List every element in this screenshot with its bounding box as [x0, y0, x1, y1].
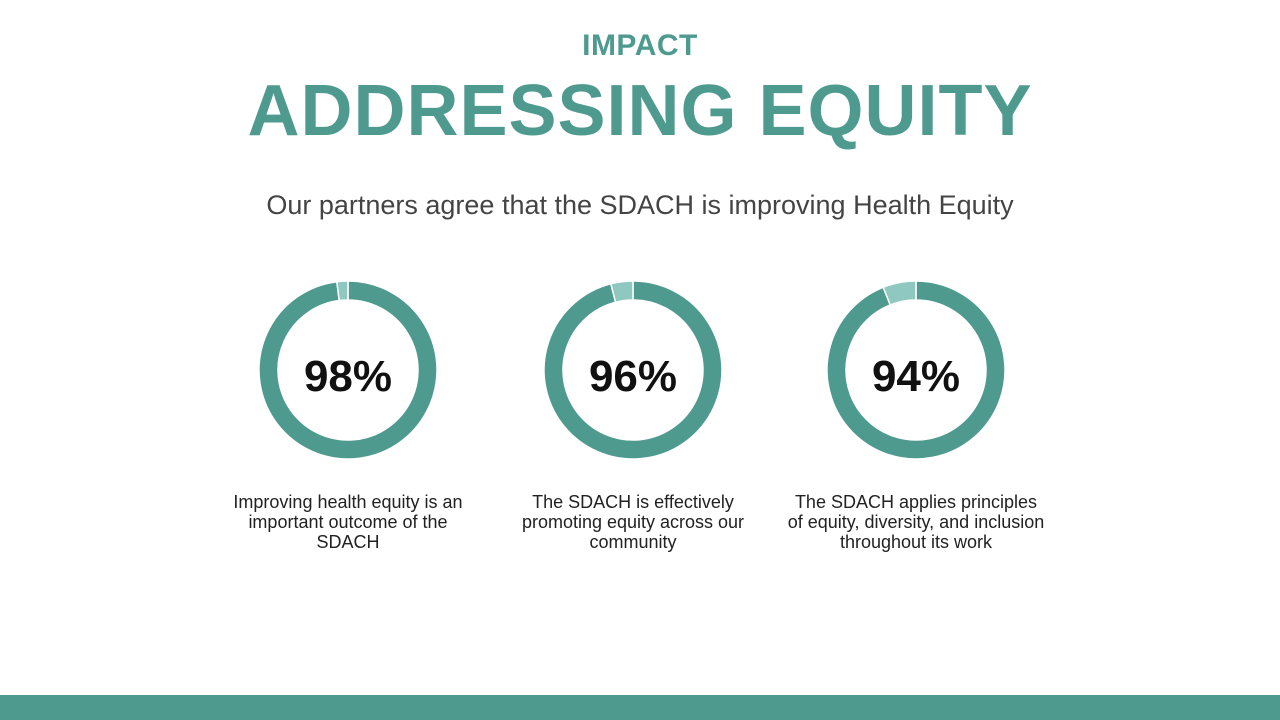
- page-title: ADDRESSING EQUITY: [247, 71, 1033, 151]
- section-kicker: IMPACT: [582, 29, 698, 62]
- donut-caption: The SDACH applies principles of equity, …: [787, 492, 1045, 552]
- donut-svg-3: [826, 280, 1006, 460]
- donut-slice-remainder: [336, 280, 349, 302]
- donut-value-label: 98%: [303, 352, 393, 401]
- donut-svg-1: [258, 280, 438, 460]
- donut-slice-remainder: [882, 280, 917, 306]
- donut-chart-2: 96% The SDACH is effectively promoting e…: [503, 280, 763, 552]
- donut-chart-3: 94% The SDACH applies principles of equi…: [786, 280, 1046, 552]
- donut-slice-value: [826, 280, 1006, 460]
- donut-caption: The SDACH is effectively promoting equit…: [521, 492, 745, 552]
- donut-value-label: 94%: [871, 352, 961, 401]
- page-subtitle: Our partners agree that the SDACH is imp…: [266, 190, 1014, 220]
- donut-svg-2: [543, 280, 723, 460]
- footer-bar: [0, 695, 1280, 720]
- donut-value-label: 96%: [588, 352, 678, 401]
- donut-slice-value: [543, 280, 723, 460]
- donut-slice-remainder: [609, 280, 634, 304]
- donut-chart-1: 98% Improving health equity is an import…: [218, 280, 478, 552]
- donut-slice-value: [258, 280, 438, 460]
- donut-caption: Improving health equity is an important …: [233, 492, 463, 552]
